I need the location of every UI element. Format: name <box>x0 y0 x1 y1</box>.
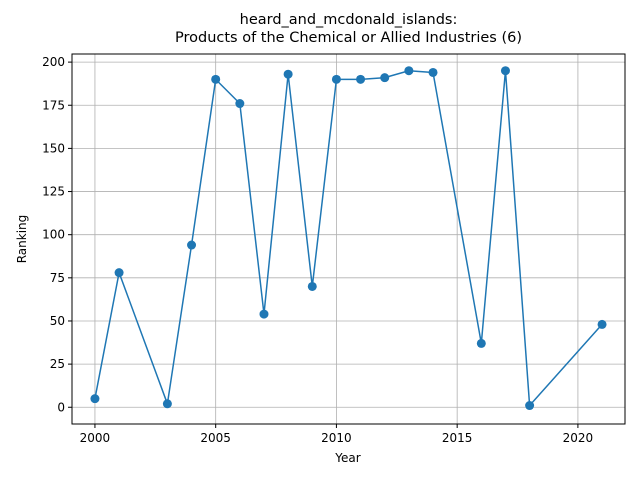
data-point <box>356 74 366 84</box>
data-point <box>187 240 197 250</box>
data-point <box>162 399 172 409</box>
data-point <box>428 67 438 77</box>
data-point <box>525 401 535 411</box>
data-point <box>404 66 414 76</box>
plot-area-frame <box>71 53 626 425</box>
data-point <box>331 74 341 84</box>
series-line <box>94 69 603 407</box>
data-point <box>235 99 245 109</box>
data-point <box>476 338 486 348</box>
data-point <box>307 281 317 291</box>
data-point <box>259 309 269 319</box>
y-tick-label: 150 <box>42 141 65 155</box>
x-tick-label: 2005 <box>200 431 231 445</box>
chart-title-line: heard_and_mcdonald_islands: <box>240 12 458 28</box>
y-tick-label: 0 <box>57 400 65 414</box>
y-axis-label: Ranking <box>15 215 29 264</box>
y-tick-label: 200 <box>42 55 65 69</box>
y-axis-ticks: 0 25 50 75 100 125 150 175 200 <box>42 55 72 414</box>
y-tick-label: 75 <box>50 271 65 285</box>
data-point <box>90 394 100 404</box>
x-tick-label: 2000 <box>80 431 111 445</box>
data-point <box>211 74 221 84</box>
y-tick-label: 175 <box>42 98 65 112</box>
x-axis-label: Year <box>334 451 360 465</box>
data-point <box>283 69 293 79</box>
x-tick-label: 2015 <box>442 431 473 445</box>
y-tick-label: 125 <box>42 185 65 199</box>
data-point <box>500 66 510 76</box>
x-tick-label: 2010 <box>321 431 352 445</box>
data-point <box>380 73 390 83</box>
y-tick-label: 100 <box>42 228 65 242</box>
y-tick-label: 25 <box>50 357 65 371</box>
y-tick-label: 50 <box>50 314 65 328</box>
chart-title-line: Products of the Chemical or Allied Indus… <box>175 30 522 46</box>
chart-title: heard_and_mcdonald_islands: Products of t… <box>175 12 522 46</box>
x-tick-label: 2020 <box>563 431 594 445</box>
x-axis-ticks: 2000 2005 2010 2015 2020 <box>80 424 594 445</box>
data-point <box>597 319 607 329</box>
data-point <box>114 268 124 278</box>
series <box>90 66 607 411</box>
grid <box>72 54 625 424</box>
